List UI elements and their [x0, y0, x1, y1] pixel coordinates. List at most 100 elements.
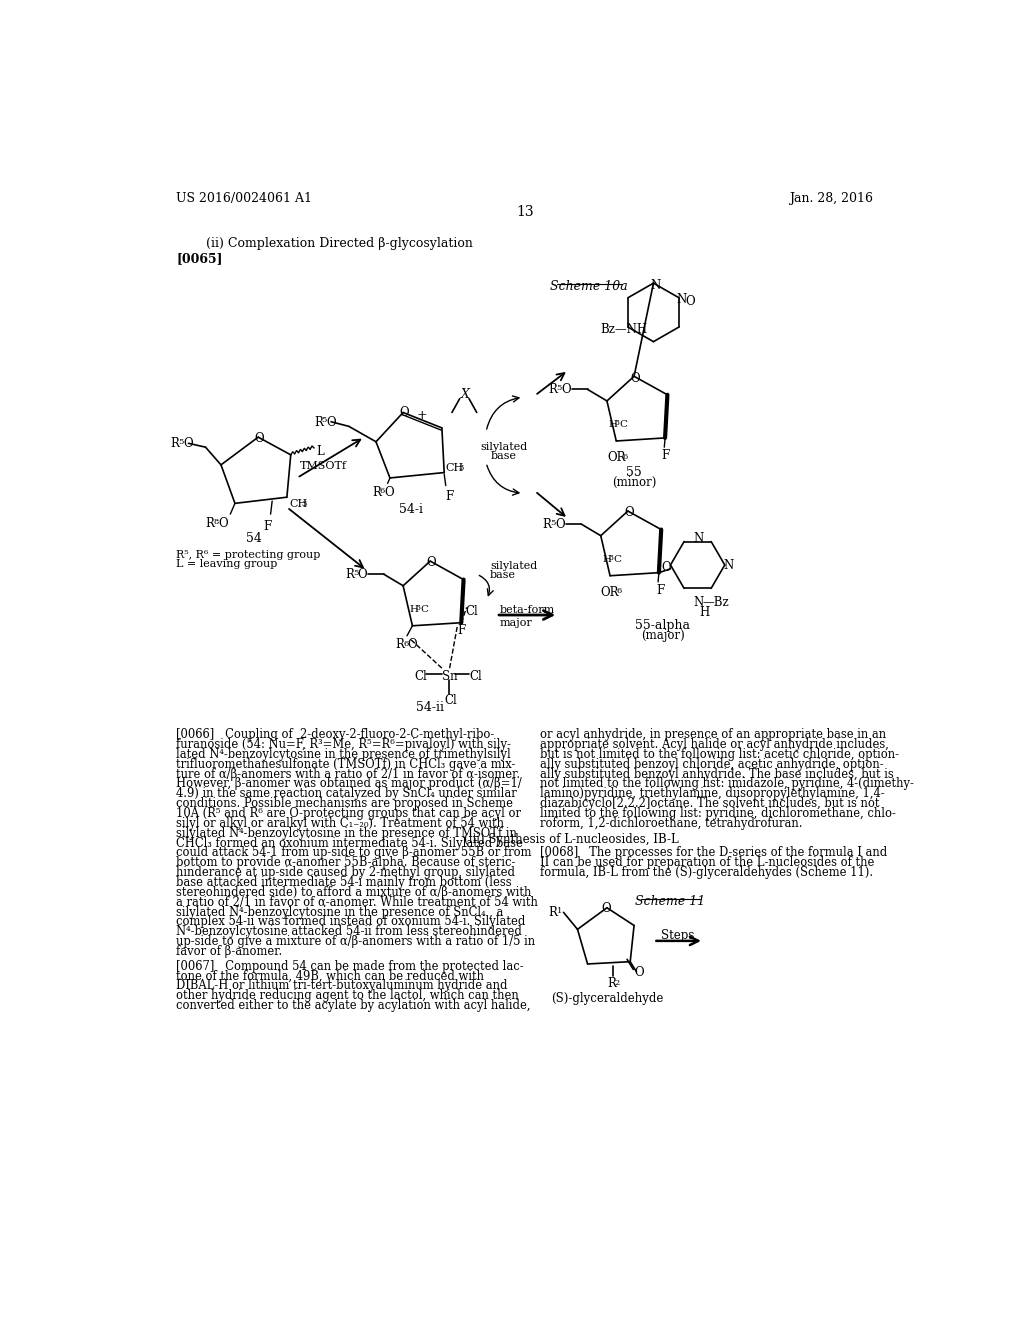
Text: N: N: [650, 279, 660, 292]
Text: US 2016/0024061 A1: US 2016/0024061 A1: [176, 193, 312, 206]
Text: R: R: [345, 568, 354, 581]
Text: 55: 55: [627, 466, 642, 479]
Text: 10A (R⁵ and R⁶ are O-protecting groups that can be acyl or: 10A (R⁵ and R⁶ are O-protecting groups t…: [176, 807, 521, 820]
Text: a ratio of 2/1 in favor of α-anomer. While treatment of 54 with: a ratio of 2/1 in favor of α-anomer. Whi…: [176, 896, 538, 908]
Text: C: C: [420, 605, 428, 614]
Text: (iii) Synthesis of L-nucleosides, IB-L: (iii) Synthesis of L-nucleosides, IB-L: [464, 833, 679, 846]
Text: trifluoromethanesulfonate (TMSOTf) in CHCl₃ gave a mix-: trifluoromethanesulfonate (TMSOTf) in CH…: [176, 758, 515, 771]
Text: beta-form: beta-form: [500, 605, 555, 615]
Text: O: O: [385, 486, 394, 499]
Text: R: R: [543, 517, 552, 531]
Text: could attack 54-1 from up-side to give β-anomer 55B or from: could attack 54-1 from up-side to give β…: [176, 846, 531, 859]
Text: 5: 5: [557, 384, 562, 392]
Text: 1: 1: [557, 907, 562, 915]
Text: [0066]   Coupling of  2-deoxy-2-fluoro-2-C-methyl-ribo-: [0066] Coupling of 2-deoxy-2-fluoro-2-C-…: [176, 729, 495, 742]
Text: base attacked intermediate 54-i mainly from bottom (less: base attacked intermediate 54-i mainly f…: [176, 876, 512, 890]
Text: base: base: [489, 570, 516, 581]
Text: Sn: Sn: [442, 669, 458, 682]
Text: R: R: [372, 486, 381, 499]
Text: 8: 8: [213, 517, 219, 525]
Text: silylated: silylated: [480, 442, 527, 451]
Text: 3: 3: [302, 500, 307, 508]
Text: N: N: [693, 532, 705, 545]
Text: 6: 6: [403, 640, 409, 648]
Text: 4.9) in the same reaction catalyzed by SnCl₄ under similar: 4.9) in the same reaction catalyzed by S…: [176, 787, 517, 800]
Text: O: O: [685, 294, 694, 308]
Text: stereohindered side) to afford a mixture of α/β-anomers with: stereohindered side) to afford a mixture…: [176, 886, 531, 899]
Text: Cl: Cl: [469, 671, 481, 684]
Text: Jan. 28, 2016: Jan. 28, 2016: [790, 193, 873, 206]
Text: N: N: [677, 293, 687, 306]
Text: +: +: [417, 409, 427, 421]
Text: lated N⁴-benzoylcytosine in the presence of trimethylsilyl: lated N⁴-benzoylcytosine in the presence…: [176, 748, 511, 760]
Text: CH: CH: [445, 462, 464, 473]
Text: silyl or alkyl or aralkyl with C₁₋₂₀). Treatment of 54 with: silyl or alkyl or aralkyl with C₁₋₂₀). T…: [176, 817, 504, 830]
Text: O: O: [327, 416, 336, 429]
Text: N: N: [723, 558, 733, 572]
Text: C: C: [620, 420, 628, 429]
Text: H: H: [602, 554, 611, 564]
Text: 3: 3: [458, 465, 464, 473]
Text: favor of β-anomer.: favor of β-anomer.: [176, 945, 283, 958]
Text: O: O: [426, 557, 436, 569]
Text: ally substituted benzoyl anhydride. The base includes, but is: ally substituted benzoyl anhydride. The …: [541, 768, 894, 780]
Text: base: base: [490, 451, 517, 461]
Text: R: R: [549, 907, 558, 919]
FancyArrowPatch shape: [486, 465, 519, 495]
Text: H: H: [410, 605, 419, 614]
Text: formula, IB-L from the (S)-glyceraldehydes (Scheme 11).: formula, IB-L from the (S)-glyceraldehyd…: [541, 866, 873, 879]
Text: (ii) Complexation Directed β-glycosylation: (ii) Complexation Directed β-glycosylati…: [206, 238, 472, 249]
Text: R: R: [314, 416, 323, 429]
FancyArrowPatch shape: [486, 396, 519, 429]
Text: L: L: [316, 445, 324, 458]
Text: However, β-anomer was obtained as major product (α/β=1/: However, β-anomer was obtained as major …: [176, 777, 522, 791]
Text: F: F: [656, 585, 665, 597]
Text: (S)-glyceraldehyde: (S)-glyceraldehyde: [551, 993, 664, 1006]
Text: bottom to provide α-anomer 55B-alpha. Because of steric-: bottom to provide α-anomer 55B-alpha. Be…: [176, 857, 515, 870]
Text: ally substituted benzoyl chloride, acetic anhydride, option-: ally substituted benzoyl chloride, aceti…: [541, 758, 884, 771]
Text: (minor): (minor): [612, 477, 656, 490]
Text: 5: 5: [550, 519, 556, 527]
Text: R: R: [607, 977, 615, 990]
Text: O: O: [561, 383, 570, 396]
Text: 5: 5: [352, 569, 358, 577]
Text: 54: 54: [246, 532, 261, 545]
Text: 5: 5: [178, 438, 183, 446]
Text: 5: 5: [322, 416, 327, 424]
Text: [0068]   The processes for the D-series of the formula I and: [0068] The processes for the D-series of…: [541, 846, 888, 859]
Text: O: O: [601, 902, 611, 915]
Text: —Bz: —Bz: [702, 595, 729, 609]
Text: conditions. Possible mechanisms are proposed in Scheme: conditions. Possible mechanisms are prop…: [176, 797, 513, 810]
Text: not limited to the following list: imidazole, pyridine, 4-(dimethy-: not limited to the following list: imida…: [541, 777, 914, 791]
Text: [0067]   Compound 54 can be made from the protected lac-: [0067] Compound 54 can be made from the …: [176, 960, 523, 973]
Text: R⁵, R⁶ = protecting group: R⁵, R⁶ = protecting group: [176, 549, 321, 560]
Text: R: R: [549, 383, 558, 396]
Text: F: F: [662, 449, 670, 462]
Text: 54-ii: 54-ii: [416, 701, 444, 714]
Text: major: major: [500, 618, 532, 628]
Text: up-side to give a mixture of α/β-anomers with a ratio of 1/5 in: up-side to give a mixture of α/β-anomers…: [176, 935, 536, 948]
Text: hinderance at up-side caused by 2-methyl group, silylated: hinderance at up-side caused by 2-methyl…: [176, 866, 515, 879]
Text: Scheme 11: Scheme 11: [635, 895, 706, 908]
Text: lamino)pyridine, triethylamine, diisopropylethylamine, 1,4-: lamino)pyridine, triethylamine, diisopro…: [541, 787, 885, 800]
Text: silylated N⁴-benzoylcytosine in the presence of SnCl₄ , a: silylated N⁴-benzoylcytosine in the pres…: [176, 906, 504, 919]
Text: furanoside (54: Nu=F, R³=Me, R⁵=R⁶=pivaloyl) with sily-: furanoside (54: Nu=F, R³=Me, R⁵=R⁶=pival…: [176, 738, 511, 751]
Text: complex 54-ii was formed instead of oxonium 54-i. Silylated: complex 54-ii was formed instead of oxon…: [176, 916, 525, 928]
Text: silylated: silylated: [489, 561, 538, 572]
Text: R: R: [395, 638, 404, 651]
Text: O: O: [218, 517, 227, 531]
Text: silylated N⁴-benzoylcytosine in the presence of TMSOTf in: silylated N⁴-benzoylcytosine in the pres…: [176, 826, 517, 840]
Text: CHCl₃ formed an oxonium intermediate 54-i. Silylated base: CHCl₃ formed an oxonium intermediate 54-…: [176, 837, 523, 850]
Text: OR: OR: [601, 586, 620, 599]
Text: or acyl anhydride, in presence of an appropriate base in an: or acyl anhydride, in presence of an app…: [541, 729, 887, 742]
Text: 3: 3: [608, 554, 613, 562]
Text: ture of α/β-anomers with a ratio of 2/1 in favor of α-isomer.: ture of α/β-anomers with a ratio of 2/1 …: [176, 768, 520, 780]
Text: DIBAL-H or lithium tri-tert-butoxyaluminum hydride and: DIBAL-H or lithium tri-tert-butoxyalumin…: [176, 979, 508, 993]
Text: roform, 1,2-dichloroethane, tetrahydrofuran.: roform, 1,2-dichloroethane, tetrahydrofu…: [541, 817, 803, 830]
Text: F: F: [445, 490, 454, 503]
Text: N: N: [693, 595, 705, 609]
Text: 3: 3: [614, 420, 620, 428]
Text: 6: 6: [623, 453, 628, 461]
Text: 54-i: 54-i: [399, 503, 423, 516]
Text: OR: OR: [607, 451, 626, 465]
